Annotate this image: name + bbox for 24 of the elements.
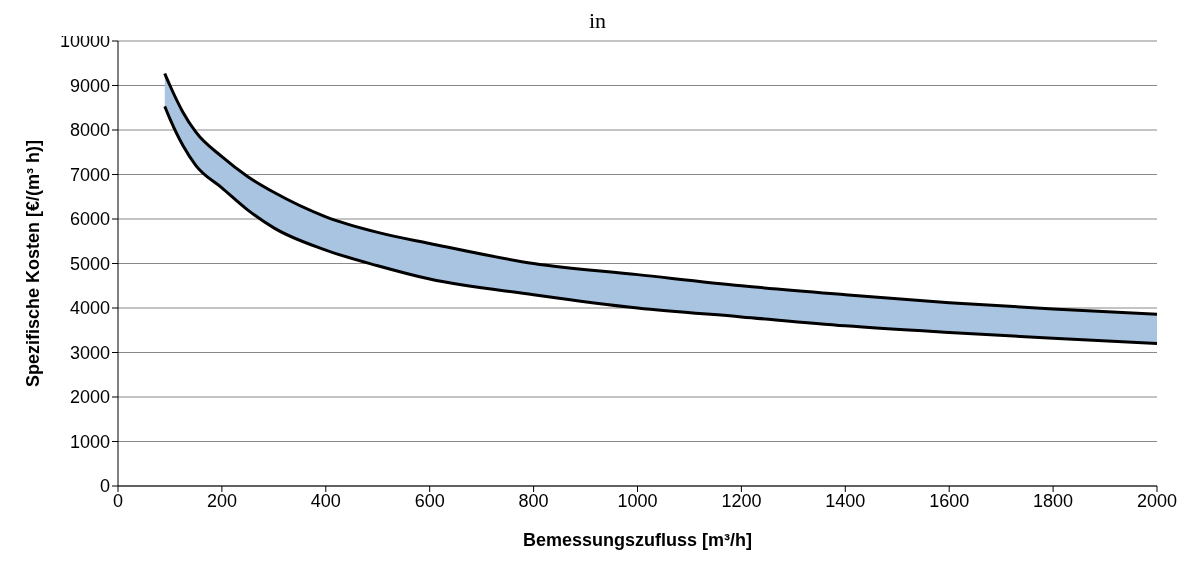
x-tick-label: 1400 (825, 490, 866, 511)
x-tick-label: 0 (112, 490, 124, 511)
y-tick-label: 1000 (69, 431, 110, 452)
y-tick-label: 2000 (69, 387, 110, 408)
y-axis-title: Spezifische Kosten [€/(m³ h)] (23, 139, 44, 388)
y-tick-label: 0 (99, 476, 110, 497)
x-axis-title: Bemessungszufluss [m³/h] (522, 530, 753, 550)
x-tick-label: 1000 (617, 490, 658, 511)
y-tick-label: 6000 (69, 209, 110, 230)
x-tick-label: 2000 (1136, 490, 1178, 511)
y-tick-label: 5000 (69, 253, 110, 274)
chart-title: in (588, 8, 607, 33)
x-tick-label: 1600 (929, 490, 970, 511)
y-tick-label: 9000 (69, 75, 110, 96)
x-tick-label: 600 (414, 490, 445, 511)
x-tick-label: 800 (518, 490, 549, 511)
x-tick-label: 200 (206, 490, 237, 511)
y-tick-label: 8000 (69, 120, 110, 141)
x-tick-label: 1200 (721, 490, 762, 511)
y-tick-label: 4000 (69, 298, 110, 319)
y-tick-label: 3000 (69, 342, 110, 363)
x-tick-label: 400 (310, 490, 341, 511)
y-tick-label: 7000 (69, 164, 110, 185)
x-tick-label: 1800 (1033, 490, 1074, 511)
